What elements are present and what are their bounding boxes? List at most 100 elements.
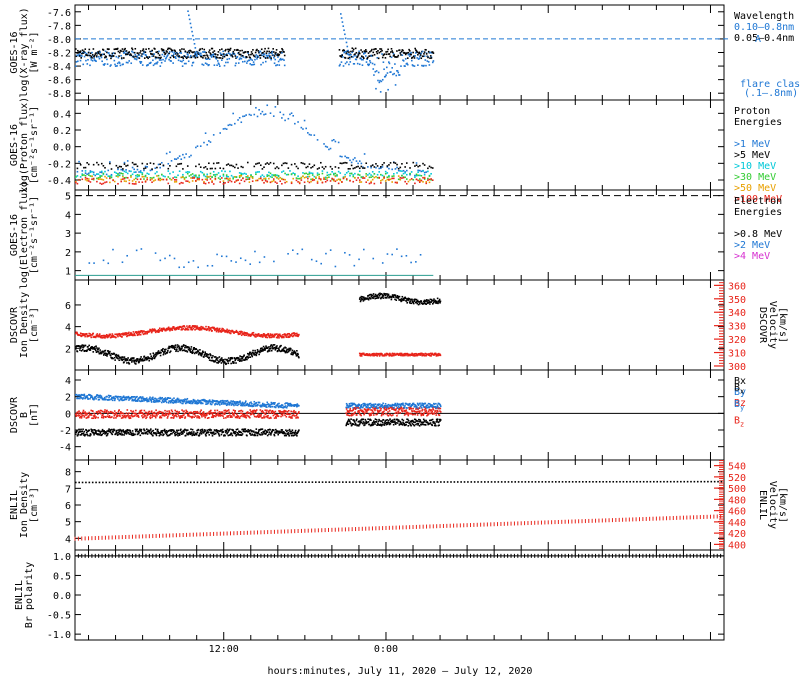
bz-point	[218, 411, 221, 413]
by-point	[94, 396, 97, 398]
xray-point-long	[354, 54, 356, 57]
proton-point	[341, 155, 343, 158]
xray-point-long	[365, 55, 367, 57]
proton-point	[135, 181, 137, 183]
ion-density-point	[81, 344, 84, 346]
proton-point	[138, 174, 140, 177]
by-point	[116, 396, 119, 398]
xray-point-long	[362, 58, 364, 61]
by-point	[145, 397, 148, 399]
ion-density-point	[437, 302, 439, 305]
xray-point-long	[252, 63, 254, 66]
by-point	[216, 400, 219, 403]
xray-point-short	[116, 47, 119, 50]
xray-point-short	[396, 50, 398, 52]
proton-point	[113, 171, 116, 173]
by-point	[188, 402, 191, 404]
proton-point	[332, 172, 335, 175]
proton-point	[188, 175, 191, 177]
xray-point-long	[115, 55, 118, 58]
ion-density-point	[88, 349, 91, 351]
xray-point-short	[159, 57, 162, 60]
y-tick-label: 0.4	[53, 109, 71, 120]
proton-point	[386, 178, 389, 181]
xray-spike-point	[187, 10, 189, 13]
proton-point	[162, 175, 165, 177]
bx-point	[178, 433, 181, 435]
velocity-point	[274, 334, 276, 337]
electron-point	[415, 261, 417, 263]
ion-density-point	[154, 356, 156, 359]
proton-point	[285, 180, 288, 183]
bz-point	[90, 414, 93, 416]
bx-point	[195, 432, 198, 435]
ion-density-point	[268, 350, 271, 352]
ion-density-point	[87, 345, 89, 348]
ion-density-point	[244, 358, 247, 360]
xray-point-short	[385, 53, 388, 56]
by-point	[133, 396, 136, 398]
velocity-point	[158, 331, 160, 333]
xray-point-long	[199, 54, 201, 57]
by-point	[133, 399, 136, 401]
velocity-point	[88, 334, 91, 337]
bz-point	[85, 417, 88, 419]
velocity-point	[368, 353, 371, 355]
proton-point	[269, 172, 272, 175]
xray-point-short	[218, 49, 221, 51]
xray-point-short	[281, 49, 284, 51]
bz-point	[182, 414, 184, 417]
xray-point-long	[84, 51, 87, 54]
proton-point	[347, 170, 350, 173]
proton-point	[349, 174, 351, 177]
ion-density-point	[433, 298, 435, 300]
proton-point	[258, 171, 260, 173]
bx-point	[143, 428, 145, 430]
bz-point	[199, 413, 202, 416]
xray-point-short	[373, 53, 376, 56]
ion-density-point	[289, 349, 291, 351]
by-point	[173, 401, 176, 403]
bz-point	[177, 413, 179, 415]
bx-point	[159, 431, 162, 434]
xray-point-long	[145, 54, 147, 57]
ion-density-point	[206, 353, 209, 356]
xray-point-long	[367, 64, 370, 67]
proton-point	[164, 175, 166, 178]
proton-point	[86, 179, 88, 182]
xray-point-short	[160, 56, 162, 59]
proton-point	[135, 174, 137, 177]
proton-point	[370, 176, 372, 178]
proton-point	[81, 178, 84, 181]
bz-point	[197, 412, 200, 414]
ion-density-point	[187, 348, 190, 351]
by-point	[170, 399, 172, 402]
bz-point	[212, 416, 215, 419]
bz-point	[172, 417, 175, 419]
bx-point	[171, 429, 174, 431]
xray-point-short	[368, 55, 371, 57]
by-point	[221, 399, 224, 402]
velocity-point	[189, 326, 192, 329]
ion-density-point	[80, 350, 83, 352]
xray-point-long	[362, 52, 365, 55]
xray-point-short	[216, 54, 219, 56]
velocity-point	[158, 330, 161, 332]
xray-point-long	[374, 70, 377, 73]
velocity-point	[141, 330, 143, 332]
bz-point	[155, 409, 157, 412]
xray-point-long	[168, 58, 170, 61]
xray-point-long	[97, 55, 100, 58]
xray-point-short	[338, 49, 341, 51]
proton-point	[157, 178, 160, 181]
by-point	[88, 394, 91, 396]
proton-point	[131, 180, 134, 182]
bx-point	[101, 428, 104, 431]
velocity-point	[145, 330, 148, 333]
proton-point	[308, 181, 311, 184]
xray-point-short	[356, 56, 358, 59]
proton-point	[177, 157, 179, 159]
velocity-point	[360, 355, 363, 357]
